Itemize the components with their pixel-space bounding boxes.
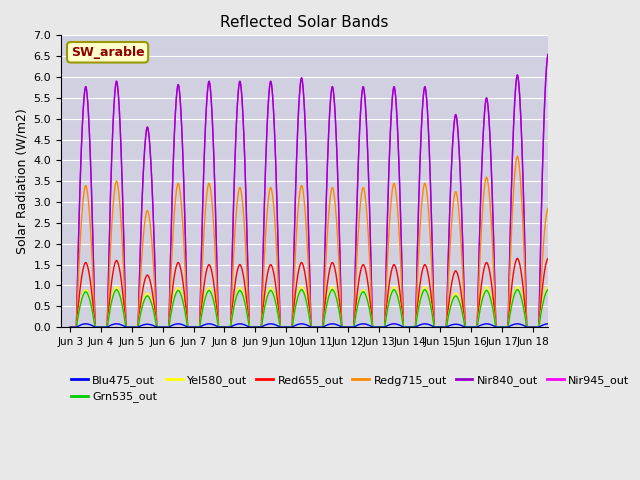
Text: SW_arable: SW_arable: [71, 46, 145, 59]
Title: Reflected Solar Bands: Reflected Solar Bands: [220, 15, 389, 30]
Legend: Blu475_out, Grn535_out, Yel580_out, Red655_out, Redg715_out, Nir840_out, Nir945_: Blu475_out, Grn535_out, Yel580_out, Red6…: [67, 371, 634, 407]
Y-axis label: Solar Radiation (W/m2): Solar Radiation (W/m2): [15, 108, 28, 254]
